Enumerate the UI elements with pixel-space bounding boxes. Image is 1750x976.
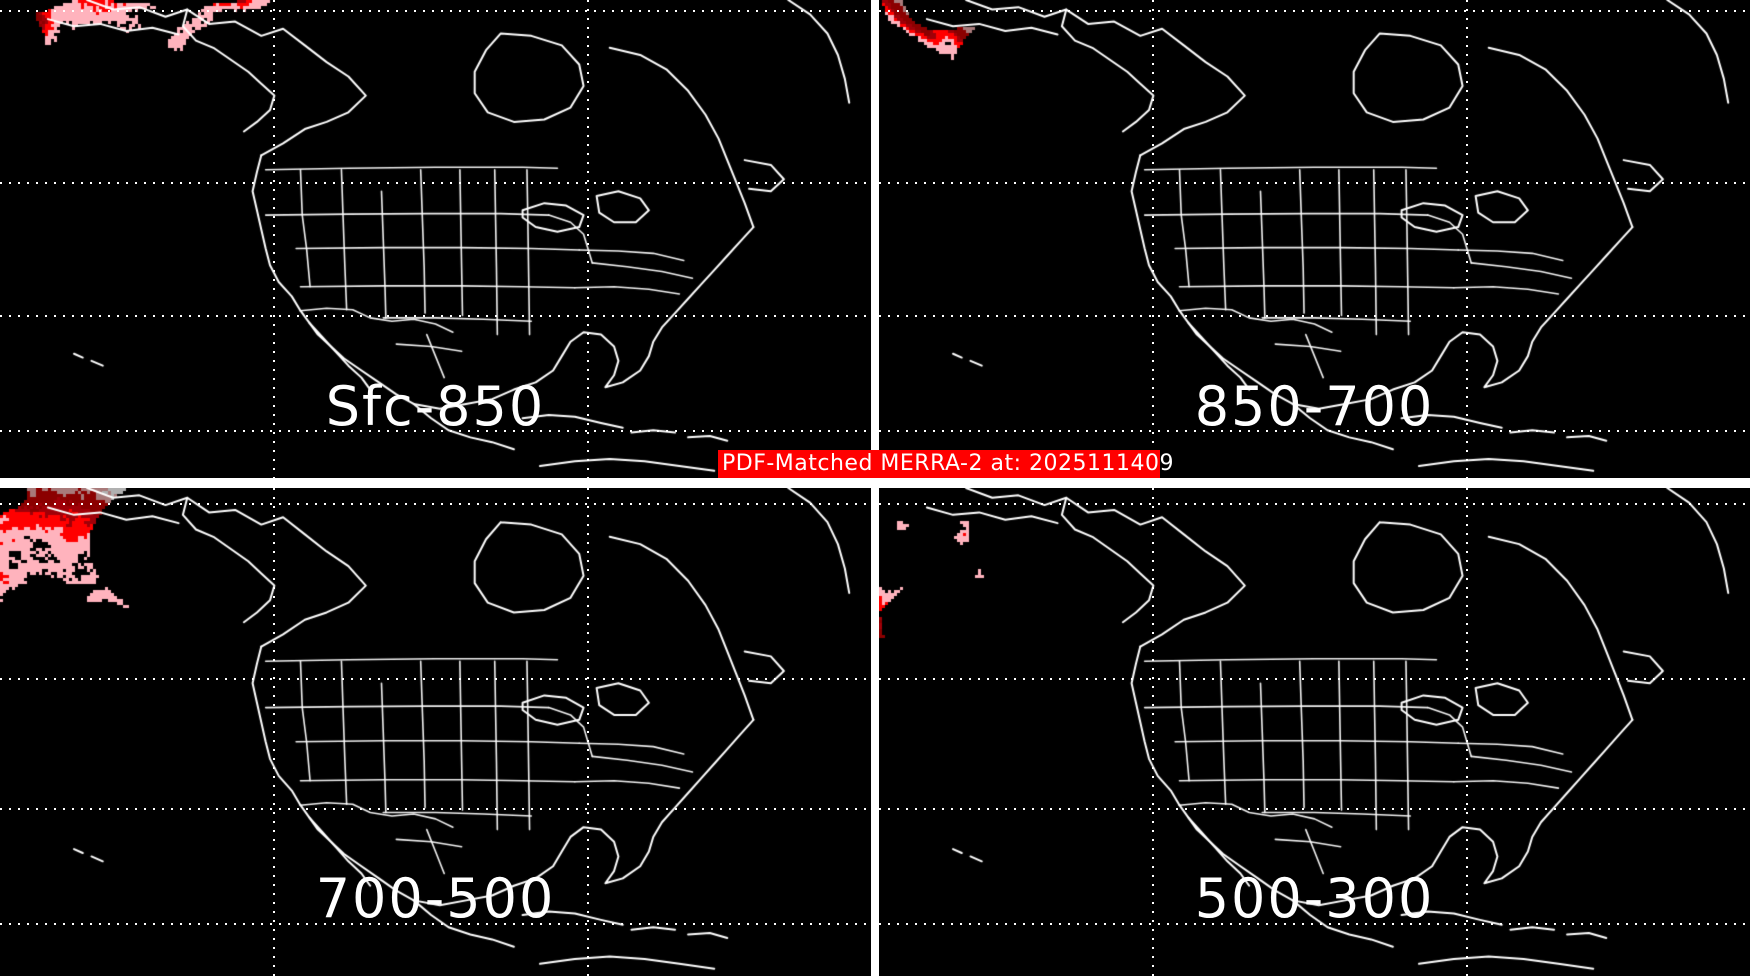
map-panel-sfc-850[interactable]: Sfc-850 [0,0,871,478]
map-canvas-sfc-850 [0,0,871,478]
panel-separator-vertical [871,0,879,976]
map-panel-700-500[interactable]: 700-500 [0,488,871,976]
map-canvas-700-500 [0,488,871,976]
map-panel-850-700[interactable]: 850-700 [879,0,1750,478]
map-canvas-500-300 [879,488,1750,976]
panel-separator-horizontal [0,478,1750,488]
map-panel-500-300[interactable]: 500-300 [879,488,1750,976]
figure-title-banner [718,450,1160,478]
map-canvas-850-700 [879,0,1750,478]
